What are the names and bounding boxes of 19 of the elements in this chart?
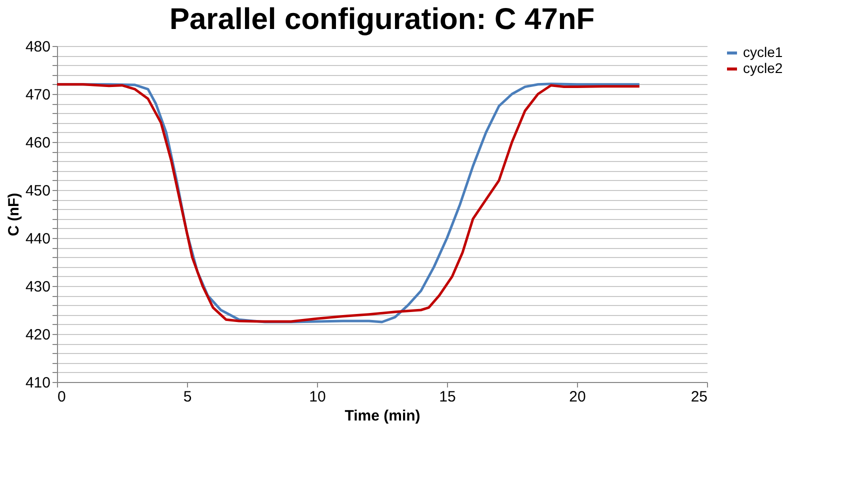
- x-tick-label: 5: [183, 388, 192, 406]
- legend-label: cycle2: [743, 60, 783, 76]
- y-tick-label: 430: [25, 278, 50, 296]
- chart-title: Parallel configuration: C 47nF: [169, 3, 595, 36]
- x-tick-label: 20: [569, 388, 586, 406]
- y-tick-label: 420: [25, 326, 50, 344]
- legend-label: cycle1: [743, 44, 783, 60]
- y-tick-label: 480: [25, 38, 50, 56]
- y-tick-label: 460: [25, 134, 50, 152]
- y-axis-title: C (nF): [5, 192, 22, 236]
- y-tick-label: 440: [25, 230, 50, 248]
- y-tick-label: 450: [25, 182, 50, 200]
- y-tick-label: 470: [25, 86, 50, 104]
- x-axis-title: Time (min): [344, 408, 420, 424]
- y-tick-label: 410: [25, 374, 50, 392]
- x-tick-label: 25: [690, 388, 708, 406]
- x-tick-label: 15: [439, 388, 456, 406]
- x-tick-label: 0: [58, 388, 66, 406]
- x-tick-label: 10: [309, 388, 326, 406]
